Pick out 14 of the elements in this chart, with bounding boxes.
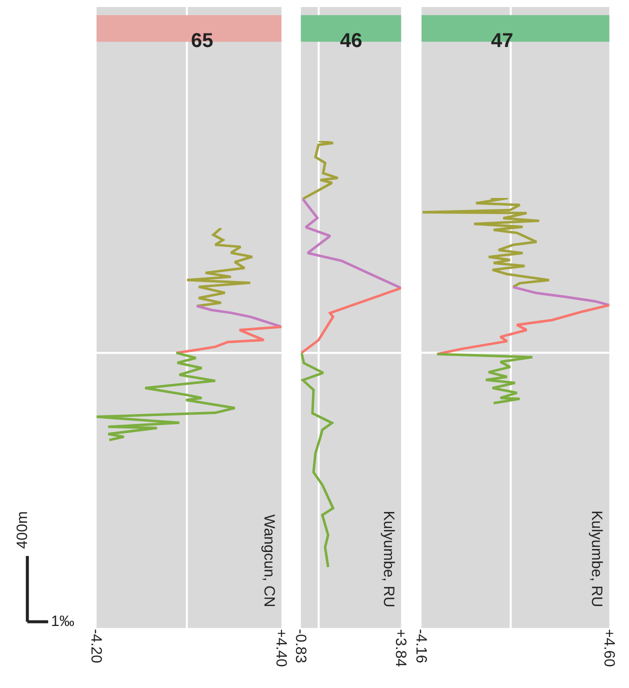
x-tick-label: -0.83 <box>292 629 309 664</box>
text: 400m <box>14 511 32 549</box>
chart-title: 46 <box>340 30 362 52</box>
annotation: Wangcun, CN <box>260 514 278 608</box>
x-tick-label: +3.84 <box>392 629 410 667</box>
text: 1‰ <box>51 613 74 630</box>
annotation: Kulyumbe, RU <box>588 510 606 608</box>
annotation: Kulyumbe, RU <box>380 510 398 608</box>
chart-title: 47 <box>491 30 514 52</box>
x-tick-label: -4.20 <box>88 629 105 664</box>
x-tick-label: -4.16 <box>412 629 430 664</box>
chart-title: 65 <box>191 30 214 52</box>
x-tick-label: +4.60 <box>600 629 618 667</box>
x-tick-label: +4.40 <box>272 629 290 667</box>
